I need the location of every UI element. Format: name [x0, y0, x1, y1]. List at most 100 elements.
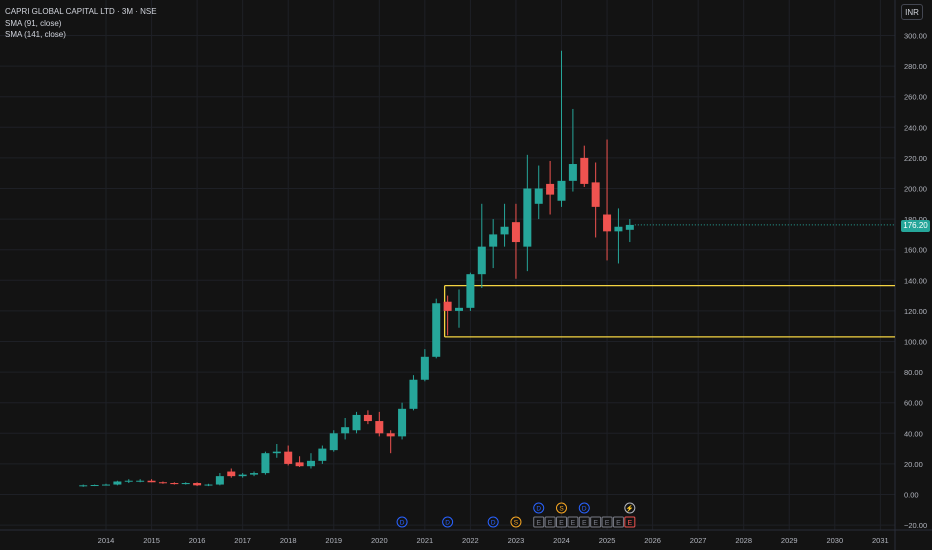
- news-marker[interactable]: ⚡: [624, 502, 636, 514]
- candle-body: [306, 460, 315, 467]
- dividend-marker[interactable]: D: [533, 502, 545, 514]
- candle-body: [591, 182, 600, 207]
- x-tick-label: 2016: [189, 536, 206, 545]
- y-tick-label: 300.00: [904, 32, 927, 41]
- candle: [409, 375, 418, 411]
- dividend-badge: [442, 516, 454, 528]
- symbol-title[interactable]: CAPRI GLOBAL CAPITAL LTD · 3M · NSE: [5, 7, 157, 16]
- candle-body: [193, 483, 202, 486]
- candle-body: [523, 188, 532, 247]
- candle: [261, 451, 270, 475]
- split-marker[interactable]: S: [556, 502, 567, 514]
- earnings-label: E: [582, 520, 587, 527]
- candle: [420, 349, 429, 382]
- earnings-marker[interactable]: E: [601, 516, 613, 528]
- candle: [557, 50, 566, 207]
- dividend-label: D: [445, 520, 450, 527]
- earnings-marker[interactable]: E: [556, 516, 567, 528]
- candle: [124, 479, 133, 484]
- price-axis: 300.00 280.00 260.00 240.00 220.00 200.00 180.…: [904, 32, 927, 531]
- earnings-badge: [590, 516, 602, 528]
- x-tick-label: 2029: [781, 536, 798, 545]
- y-tick-label: 20.00: [904, 460, 923, 469]
- earnings-marker[interactable]: E: [567, 516, 579, 528]
- candle: [352, 411, 361, 434]
- dividend-badge: [578, 502, 590, 514]
- earnings-marker[interactable]: E: [533, 516, 545, 528]
- candle: [363, 410, 372, 425]
- candle: [625, 219, 634, 243]
- candle-body: [124, 480, 133, 482]
- y-tick-label: 140.00: [904, 276, 927, 285]
- candle-body: [432, 303, 441, 357]
- y-tick-label: −20.00: [904, 521, 927, 530]
- candle-body: [136, 480, 145, 482]
- dividend-marker[interactable]: D: [396, 516, 408, 528]
- earnings-badge: [533, 516, 545, 528]
- candle: [477, 203, 486, 288]
- candle: [181, 482, 190, 485]
- candle-body: [534, 188, 543, 204]
- candle-body: [603, 214, 612, 232]
- candle: [250, 471, 259, 477]
- event-markers: D D D SD S D ⚡E E E E E E E E E: [396, 502, 636, 528]
- x-tick-label: 2015: [143, 536, 160, 545]
- candle-body: [398, 408, 407, 437]
- earnings-marker[interactable]: E: [590, 516, 602, 528]
- dividend-marker[interactable]: D: [442, 516, 454, 528]
- candle-body: [625, 224, 634, 230]
- x-tick-label: 2023: [508, 536, 525, 545]
- dividend-marker[interactable]: D: [578, 502, 590, 514]
- candle: [90, 484, 99, 487]
- split-marker[interactable]: S: [510, 516, 522, 528]
- indicator-sma-91[interactable]: SMA (91, close): [5, 18, 62, 28]
- chart-legend: CAPRI GLOBAL CAPITAL LTD · 3M · NSE SMA …: [5, 6, 157, 41]
- candle: [511, 203, 520, 279]
- candle: [136, 479, 145, 483]
- dividend-badge: [396, 516, 408, 528]
- earnings-label: E: [571, 520, 576, 527]
- candle-body: [102, 484, 110, 486]
- candle: [386, 430, 395, 454]
- currency-button[interactable]: INR: [901, 4, 923, 20]
- candle: [158, 481, 167, 484]
- candle-body: [443, 301, 452, 311]
- candle-body: [363, 414, 372, 422]
- candles: [79, 50, 895, 487]
- y-tick-label: 180.00: [904, 215, 927, 224]
- candle: [398, 402, 407, 440]
- earnings-marker[interactable]: E: [578, 516, 590, 528]
- earnings-badge: [578, 516, 590, 528]
- earnings-marker[interactable]: E: [612, 516, 624, 528]
- dividend-badge: [487, 516, 499, 528]
- candle: [238, 473, 247, 478]
- news-label: ⚡: [626, 505, 634, 513]
- candle: [193, 482, 202, 487]
- candle: [113, 480, 122, 486]
- x-tick-label: 2031: [872, 536, 889, 545]
- split-label: S: [559, 506, 564, 513]
- candle-body: [568, 164, 577, 181]
- y-tick-label: 240.00: [904, 123, 927, 132]
- candle: [466, 272, 475, 311]
- y-tick-label: 220.00: [904, 154, 927, 163]
- candle: [204, 483, 213, 487]
- candle-body: [500, 226, 509, 235]
- earnings-upcoming-marker[interactable]: E: [624, 516, 636, 528]
- candle: [443, 295, 452, 336]
- candle-body: [329, 433, 338, 451]
- candle: [329, 430, 338, 452]
- dividend-marker[interactable]: D: [487, 516, 499, 528]
- x-tick-label: 2017: [234, 536, 251, 545]
- y-tick-label: 40.00: [904, 429, 923, 438]
- candle: [432, 298, 441, 359]
- earnings-label: E: [616, 520, 621, 527]
- candle-body: [546, 183, 555, 195]
- indicator-sma-141[interactable]: SMA (141, close): [5, 30, 66, 39]
- candle: [523, 154, 532, 272]
- earnings-marker[interactable]: E: [544, 516, 556, 528]
- y-tick-label: 80.00: [904, 368, 923, 377]
- candle: [306, 453, 315, 469]
